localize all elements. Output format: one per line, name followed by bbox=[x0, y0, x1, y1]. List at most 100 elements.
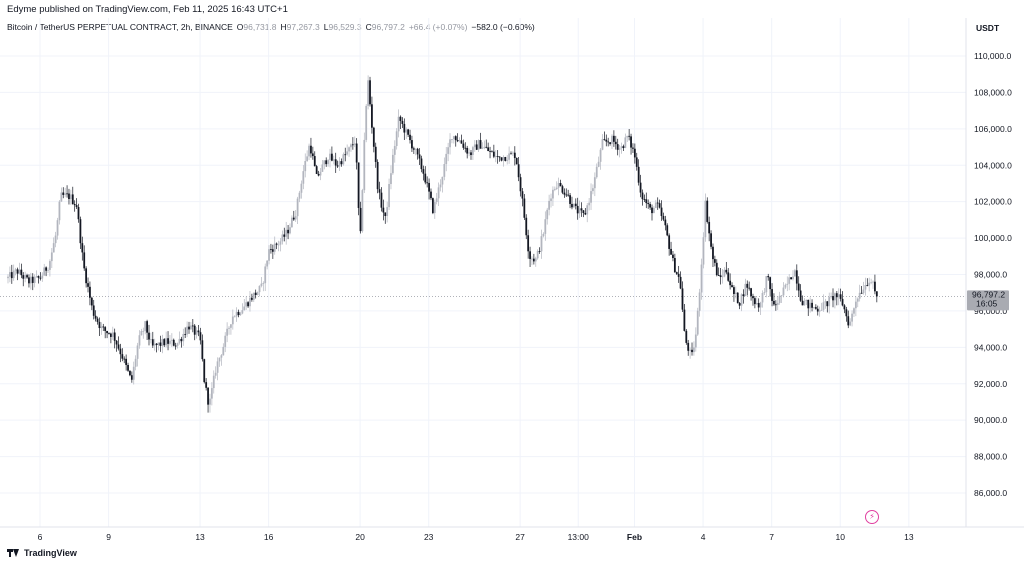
candle-body bbox=[590, 191, 592, 203]
time-tick-label: Feb bbox=[627, 532, 642, 542]
candle-body bbox=[868, 282, 871, 286]
candle-body bbox=[567, 194, 570, 196]
candle-body bbox=[106, 330, 108, 334]
last-price-tag-bg bbox=[967, 290, 1009, 311]
candle-body bbox=[818, 310, 821, 312]
candle-body bbox=[348, 147, 350, 152]
candle-body bbox=[529, 251, 531, 259]
candle-body bbox=[721, 276, 724, 278]
candle-body bbox=[498, 156, 501, 158]
candle-body bbox=[298, 192, 301, 199]
candle-body bbox=[565, 194, 568, 196]
candle-body bbox=[517, 164, 520, 178]
candle-body bbox=[835, 293, 838, 298]
candle-body bbox=[553, 188, 556, 190]
candle-body bbox=[319, 171, 322, 176]
time-axis[interactable]: 6 9 13 16 20 23 27 13:00 Feb 4 7 10 13 bbox=[38, 532, 914, 542]
candle-body bbox=[108, 333, 110, 334]
candle-body bbox=[837, 294, 840, 298]
candle-body bbox=[359, 207, 362, 232]
price-axis[interactable]: 110,000.0 108,000.0 106,000.0 104,000.0 102,… bbox=[974, 51, 1012, 498]
currency-label[interactable]: USDT bbox=[976, 23, 1000, 33]
candle-body bbox=[428, 182, 430, 192]
candle-body bbox=[694, 334, 697, 348]
candle-body bbox=[822, 302, 825, 310]
candle-body bbox=[357, 162, 360, 208]
candle-body bbox=[90, 297, 93, 306]
price-tick-label: 88,000.0 bbox=[974, 452, 1007, 462]
time-tick-label: 9 bbox=[106, 532, 111, 542]
candle-body bbox=[391, 154, 394, 174]
candle-body bbox=[875, 291, 878, 297]
candle-body bbox=[854, 301, 857, 309]
candle-body bbox=[365, 105, 368, 140]
candle-body bbox=[115, 340, 118, 345]
candle-body bbox=[612, 135, 615, 142]
candle-body bbox=[304, 161, 307, 172]
candle-body bbox=[367, 80, 370, 106]
candle-body bbox=[449, 139, 451, 148]
candle-body bbox=[504, 157, 507, 161]
candle-body bbox=[805, 299, 808, 302]
candle-body bbox=[117, 344, 120, 349]
candle-body bbox=[654, 202, 657, 208]
candle-body bbox=[538, 251, 541, 252]
candle-body bbox=[361, 190, 364, 232]
candle-body bbox=[26, 275, 28, 278]
candle-body bbox=[452, 136, 455, 140]
candle-body bbox=[258, 285, 261, 293]
candle-body bbox=[860, 292, 863, 294]
candle-body bbox=[172, 339, 175, 346]
candle-body bbox=[327, 160, 329, 165]
candle-body bbox=[230, 324, 232, 328]
candle-body bbox=[294, 216, 297, 220]
candle-body bbox=[864, 285, 867, 290]
tradingview-logo[interactable]: TradingView bbox=[7, 548, 77, 558]
candle-body bbox=[494, 156, 497, 157]
candle-body bbox=[811, 302, 813, 308]
candle-body bbox=[193, 325, 196, 335]
candle-body bbox=[344, 154, 347, 156]
candle-body bbox=[235, 311, 238, 317]
candle-body bbox=[31, 276, 34, 283]
candle-body bbox=[323, 160, 326, 165]
candle-body bbox=[275, 243, 278, 245]
candle-body bbox=[618, 148, 621, 150]
candle-body bbox=[184, 333, 187, 335]
candle-body bbox=[723, 269, 726, 277]
candle-body bbox=[85, 268, 88, 284]
candle-body bbox=[374, 146, 377, 162]
candle-body bbox=[195, 330, 198, 335]
candle-body bbox=[100, 326, 103, 329]
candle-body bbox=[569, 195, 571, 204]
candle-body bbox=[29, 276, 32, 284]
time-tick-label: 23 bbox=[424, 532, 434, 542]
candle-body bbox=[696, 310, 699, 335]
candle-body bbox=[544, 219, 547, 234]
candle-body bbox=[132, 366, 135, 380]
candle-body bbox=[220, 355, 223, 358]
day-change-value: −582.0 (−0.60%) bbox=[471, 22, 535, 32]
candle-body bbox=[645, 199, 648, 204]
candle-body bbox=[862, 289, 865, 294]
candle-body bbox=[329, 153, 331, 161]
candle-body bbox=[492, 151, 495, 157]
candle-body bbox=[546, 209, 549, 220]
symbol-title[interactable]: Bitcoin / TetherUS PERPETUAL CONTRACT, 2… bbox=[7, 22, 233, 32]
lightning-icon[interactable]: ⚡ bbox=[865, 510, 879, 524]
candle-body bbox=[797, 283, 800, 291]
candle-body bbox=[712, 246, 714, 260]
candle-body bbox=[552, 189, 554, 199]
candle-body bbox=[148, 332, 150, 340]
candle-body bbox=[858, 292, 861, 299]
candle-body bbox=[270, 249, 272, 250]
time-tick-label: 20 bbox=[355, 532, 365, 542]
candle-body bbox=[525, 217, 528, 236]
candle-body bbox=[411, 140, 413, 149]
candle-body bbox=[447, 147, 450, 154]
candle-body bbox=[464, 147, 467, 149]
time-tick-label: 4 bbox=[701, 532, 706, 542]
candle-body bbox=[224, 335, 227, 347]
candle-body bbox=[773, 300, 775, 305]
